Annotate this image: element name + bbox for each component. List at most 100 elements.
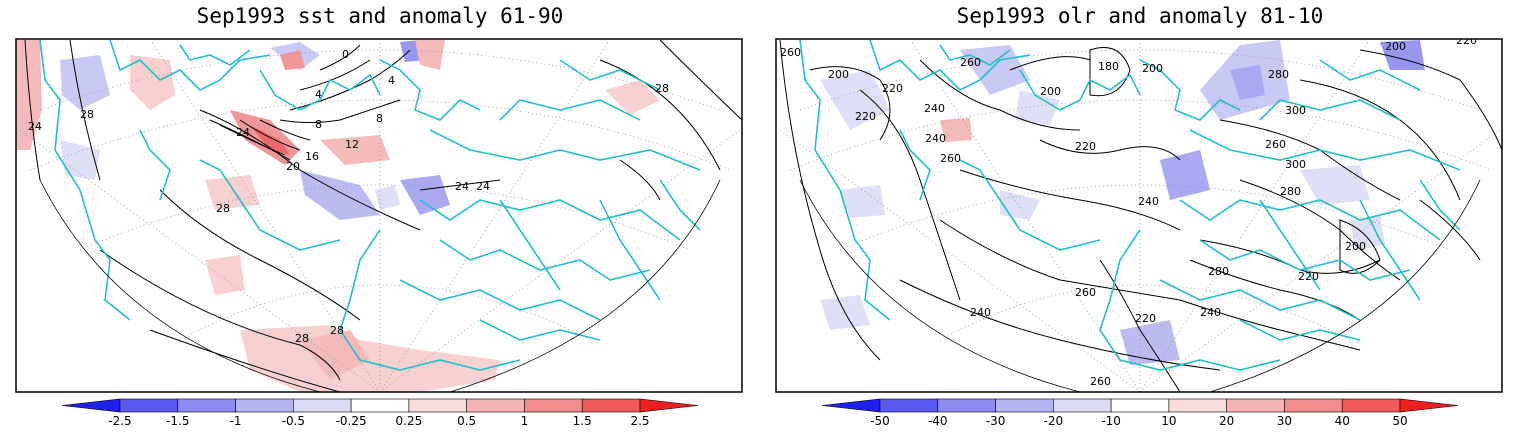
contour-label: 220 (855, 110, 876, 123)
contour-label: 200 (1040, 85, 1061, 98)
olr-colorbar-swatch (1110, 398, 1170, 413)
contour-label: 28 (655, 82, 669, 95)
anomaly-negative-region (1120, 320, 1180, 365)
sst-colorbar: -2.5 -1.5 -1 -0.5 -0.25 0.25 0.5 1 1.5 2.5 (61, 398, 699, 428)
contour-label: 220 (882, 82, 903, 95)
contour-label: 28 (80, 108, 94, 121)
anomaly-positive-region (415, 40, 445, 70)
contour-label: 280 (1208, 265, 1229, 278)
olr-colorbar-tick-label: 40 (1335, 414, 1350, 428)
sst-contours (24, 39, 742, 392)
sst-coastlines (39, 39, 701, 371)
contour-label: 0 (342, 48, 349, 61)
olr-coastlines (799, 39, 1461, 371)
contour-label: 200 (1385, 40, 1406, 53)
contour-label: 240 (970, 306, 991, 319)
sst-colorbar-tick-label: 0.25 (396, 414, 423, 428)
sst-colorbar-arrow-high (639, 398, 699, 413)
olr-colorbar: -50 -40 -30 -20 -10 10 20 30 40 50 (821, 398, 1459, 428)
contour-label: 240 (1138, 195, 1159, 208)
anomaly-negative-region (400, 175, 450, 215)
sst-colorbar-tick-label: 1.5 (573, 414, 592, 428)
contour-label: 260 (960, 56, 981, 69)
olr-colorbar-swatch (937, 398, 996, 413)
sst-colorbar-swatch (177, 398, 236, 413)
sst-colorbar-tick-label: -0.25 (336, 414, 367, 428)
sst-colorbar-tick-label: 2.5 (630, 414, 649, 428)
sst-colorbar-tick-label: -0.5 (282, 414, 305, 428)
anomaly-negative-region (1230, 65, 1265, 100)
olr-hemisphere-edge (799, 179, 1081, 392)
olr-map: 260 200 260 220 240 200 180 200 220 280 … (775, 38, 1503, 428)
anomaly-positive-region (205, 255, 245, 295)
sst-colorbar-swatch (524, 398, 583, 413)
olr-colorbar-arrow-low (821, 398, 881, 413)
contour-label: 260 (1075, 286, 1096, 299)
contour-label: 260 (1265, 138, 1286, 151)
anomaly-negative-region (60, 55, 110, 110)
contour-label: 260 (940, 152, 961, 165)
contour-label: 180 (1098, 60, 1119, 73)
olr-colorbar-tick-label: 30 (1277, 414, 1292, 428)
olr-colorbar-tick-label: -50 (870, 414, 890, 428)
sst-colorbar-swatch (119, 398, 179, 413)
sst-colorbar-tick-label: 1 (521, 414, 529, 428)
olr-colorbar-arrow-high (1399, 398, 1459, 413)
contour-label: 220 (1075, 140, 1096, 153)
contour-label: 280 (1268, 68, 1289, 81)
olr-contours (779, 39, 1502, 392)
olr-colorbar-tick-label: 10 (1161, 414, 1176, 428)
olr-colorbar-tick-label: -40 (928, 414, 948, 428)
olr-contour-labels: 260 200 260 220 240 200 180 200 220 280 … (780, 39, 1477, 388)
anomaly-positive-region (940, 118, 972, 142)
olr-colorbar-swatch (879, 398, 939, 413)
anomaly-positive-region (300, 330, 370, 380)
olr-colorbar-swatch (1341, 398, 1401, 413)
contour-label: 8 (315, 118, 322, 131)
sst-anomaly-shading (16, 40, 660, 392)
contour-label: 220 (1298, 270, 1319, 283)
olr-colorbar-swatch (995, 398, 1054, 413)
olr-panel: Sep1993 olr and anomaly 81-10 (760, 0, 1520, 430)
sst-contour-labels: 24 28 24 20 16 12 8 4 0 28 28 28 28 24 2… (28, 48, 669, 345)
olr-hemisphere-edge (1209, 179, 1481, 392)
sst-colorbar-tick-label: -1.5 (166, 414, 189, 428)
contour-label: 220 (1135, 312, 1156, 325)
olr-map-frame (775, 38, 1503, 393)
contour-label: 24 (28, 120, 42, 133)
contour-label: 4 (388, 74, 395, 87)
contour-label: 24 (236, 126, 250, 139)
sst-colorbar-swatch (581, 398, 641, 413)
sst-panel: Sep1993 sst and anomaly 61-90 (0, 0, 760, 430)
contour-label: 8 (376, 112, 383, 125)
olr-colorbar-tick-label: -30 (986, 414, 1006, 428)
anomaly-negative-region (1160, 150, 1210, 200)
sst-map-frame (15, 38, 743, 393)
sst-colorbar-tick-label: -2.5 (108, 414, 131, 428)
contour-label: 260 (1090, 375, 1111, 388)
sst-hemisphere-edge (39, 179, 321, 392)
sst-hemisphere-edge (449, 179, 721, 392)
contour-label: 28 (330, 324, 344, 337)
anomaly-negative-region (300, 170, 380, 220)
olr-panel-title: Sep1993 olr and anomaly 81-10 (956, 4, 1324, 28)
olr-colorbar-swatch (1226, 398, 1285, 413)
olr-graticule (779, 39, 1501, 392)
contour-label: 300 (1285, 104, 1306, 117)
contour-label: 24 (455, 180, 469, 193)
sst-colorbar-swatch (235, 398, 294, 413)
contour-label: 16 (305, 150, 319, 163)
contour-label: 24 (476, 180, 490, 193)
contour-label: 200 (1345, 240, 1366, 253)
olr-colorbar-tick-label: -10 (1101, 414, 1121, 428)
contour-label: 12 (345, 138, 359, 151)
anomaly-negative-region (1300, 165, 1370, 205)
contour-label: 260 (780, 46, 801, 59)
sst-colorbar-swatch (466, 398, 525, 413)
sst-graticule (19, 39, 741, 392)
anomaly-negative-region (820, 70, 890, 130)
contour-label: 200 (1142, 62, 1163, 75)
anomaly-positive-region (240, 325, 500, 392)
anomaly-negative-region (960, 45, 1030, 95)
sst-colorbar-swatch (408, 398, 467, 413)
